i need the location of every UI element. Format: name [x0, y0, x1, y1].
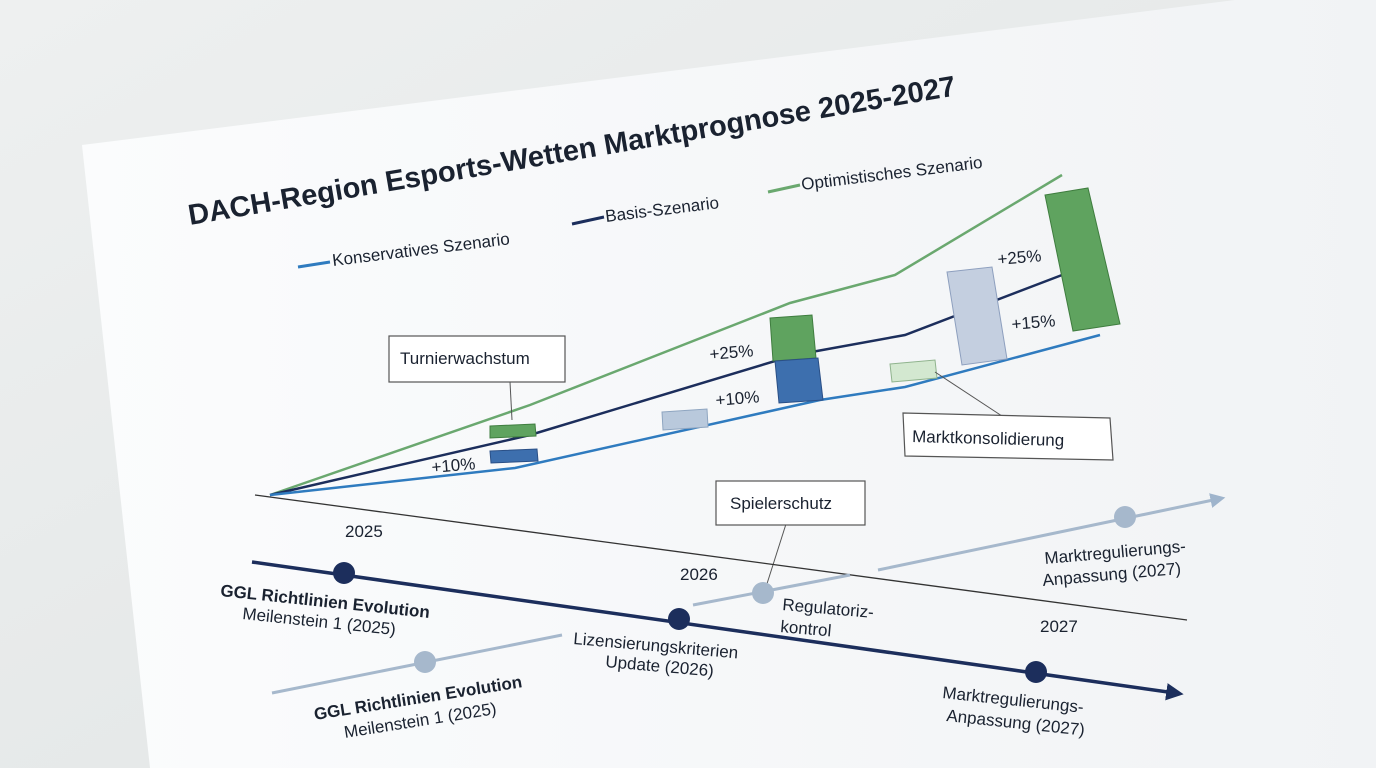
optimistic-line	[269, 173, 1063, 497]
growth-label: +10%	[431, 454, 476, 477]
growth-label: +15%	[1011, 311, 1056, 334]
bar	[946, 266, 1008, 366]
annotation-box	[388, 335, 566, 383]
bar	[889, 359, 938, 383]
timeline-secondary	[877, 493, 1226, 572]
year-label: 2026	[680, 565, 718, 584]
growth-label: +25%	[997, 246, 1042, 269]
annotation: Spielerschutz	[730, 494, 832, 513]
bar	[774, 357, 824, 404]
year-label: 2025	[345, 522, 383, 541]
legend-swatch	[297, 260, 331, 269]
milestone-sub: kontrol	[780, 617, 832, 640]
paper	[82, 0, 1376, 768]
bar	[489, 448, 539, 464]
milestone-dot	[668, 608, 690, 630]
legend-swatch	[571, 215, 605, 226]
milestone-dot	[1025, 661, 1047, 683]
milestone-dot	[1114, 506, 1136, 528]
milestone-dot	[333, 562, 355, 584]
bar	[661, 408, 709, 431]
leader-line	[934, 371, 1006, 419]
annotation-box	[902, 412, 1114, 461]
bar	[1044, 187, 1121, 332]
leader-line	[764, 523, 787, 591]
year-label: 2027	[1040, 617, 1078, 636]
bar	[769, 314, 817, 362]
bar	[489, 423, 537, 439]
growth-label: +10%	[715, 387, 760, 410]
growth-label: +25%	[709, 341, 754, 364]
annotation: Marktkonsolidierung	[912, 427, 1065, 450]
milestone-dot	[752, 582, 774, 604]
legend-swatch	[767, 183, 801, 194]
x-axis	[254, 494, 1188, 621]
annotation-box	[715, 480, 866, 526]
milestone-dot	[414, 651, 436, 673]
leader-line	[509, 381, 513, 421]
annotation: Turnierwachstum	[400, 349, 530, 368]
timeline	[251, 560, 1184, 701]
